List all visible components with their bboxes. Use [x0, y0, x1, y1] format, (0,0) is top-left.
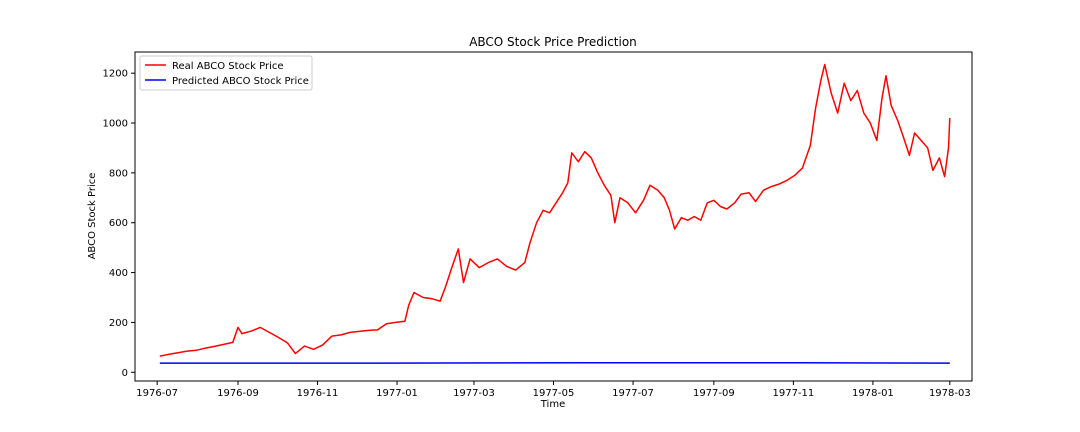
- x-tick-label: 1977-09: [693, 388, 735, 399]
- x-tick-label: 1977-07: [612, 388, 654, 399]
- y-tick-label: 600: [109, 218, 128, 229]
- y-tick-label: 800: [109, 168, 128, 179]
- x-tick-label: 1977-03: [453, 388, 495, 399]
- x-tick-label: 1976-07: [136, 388, 178, 399]
- x-tick-label: 1976-11: [297, 388, 339, 399]
- x-tick-label: 1978-03: [929, 388, 971, 399]
- series-line-real: [159, 63, 951, 357]
- y-tick-label: 200: [109, 318, 128, 329]
- legend-label-predicted: Predicted ABCO Stock Price: [172, 76, 309, 87]
- x-axis-label: Time: [540, 399, 565, 410]
- y-tick-label: 400: [109, 268, 128, 279]
- plot-frame: [134, 51, 973, 382]
- y-tick-label: 1200: [103, 69, 128, 80]
- legend-box: [139, 55, 313, 91]
- x-axis: 1976-07 1976-09 1976-11 1977-01 1977-03 1977-…: [136, 381, 971, 399]
- x-tick-label: 1976-09: [217, 388, 259, 399]
- x-tick-label: 1978-01: [852, 388, 894, 399]
- y-axis-label: ABCO Stock Price: [87, 173, 98, 260]
- x-tick-label: 1977-01: [376, 388, 418, 399]
- x-tick-label: 1977-11: [772, 388, 814, 399]
- y-axis: 0 200 400 600 800 1000 1200: [103, 69, 135, 379]
- y-tick-label: 1000: [103, 119, 128, 130]
- series-layer: [159, 63, 951, 364]
- x-tick-label: 1977-05: [533, 388, 575, 399]
- legend-label-real: Real ABCO Stock Price: [172, 61, 284, 72]
- chart-title: ABCO Stock Price Prediction: [469, 35, 637, 49]
- y-tick-label: 0: [122, 368, 128, 379]
- legend: Real ABCO Stock Price Predicted ABCO Sto…: [139, 55, 313, 91]
- plot-area: 1976-07 1976-09 1976-11 1977-01 1977-03 1977-…: [103, 51, 973, 399]
